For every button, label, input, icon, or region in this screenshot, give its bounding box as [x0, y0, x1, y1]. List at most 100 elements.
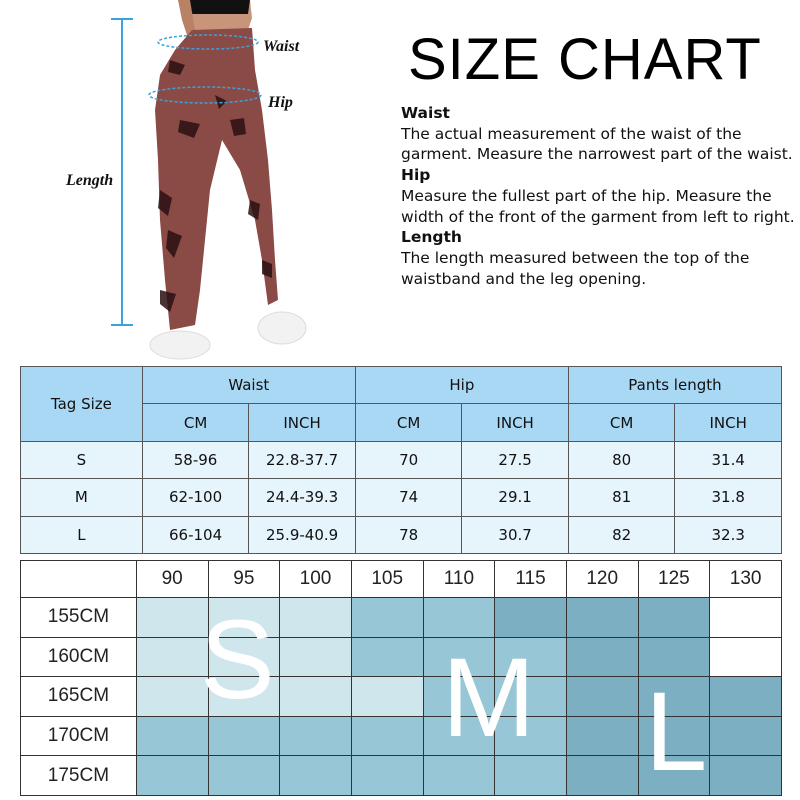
- height-label: 160CM: [20, 636, 137, 678]
- fit-cell: [350, 715, 424, 757]
- fit-cell: [637, 755, 711, 796]
- value-cell: 81: [567, 478, 676, 517]
- measurement-descriptions: Waist The actual measurement of the wais…: [401, 103, 796, 289]
- fit-cell: [494, 597, 567, 638]
- waist-heading: Waist: [401, 104, 450, 122]
- unit-header: INCH: [248, 403, 356, 442]
- product-photo: Waist Hip Length: [0, 0, 400, 360]
- height-label: 175CM: [20, 755, 137, 796]
- fit-cell: [422, 715, 496, 757]
- size-letter-l: L: [645, 669, 708, 794]
- fit-cell: [279, 597, 352, 638]
- hip-heading: Hip: [401, 166, 431, 185]
- value-cell: 80: [567, 440, 676, 480]
- fit-cell: [709, 676, 782, 717]
- waist-label: Waist: [263, 38, 300, 55]
- size-cell: L: [20, 515, 143, 555]
- value-cell: 31.4: [674, 440, 782, 480]
- length-description: The length measured between the top of t…: [401, 248, 750, 288]
- value-cell: 25.9-40.9: [248, 515, 356, 555]
- waist-group-header: Waist: [141, 365, 356, 405]
- height-row: 175CM: [20, 755, 782, 796]
- weight-column-header: 110: [422, 560, 496, 598]
- weight-column-header: 90: [135, 560, 209, 598]
- waist-description: The actual measurement of the waist of t…: [401, 124, 793, 164]
- fit-cell: [279, 755, 352, 796]
- corner-cell: [20, 560, 137, 598]
- height-label: 170CM: [20, 715, 137, 757]
- fit-cell: [709, 755, 782, 796]
- waist-measure-loop: [157, 34, 259, 50]
- fit-cell: [637, 636, 711, 678]
- size-letter-s: S: [200, 597, 275, 722]
- fit-cell: [637, 597, 711, 638]
- hip-description: Measure the fullest part of the hip. Mea…: [401, 186, 795, 226]
- fit-cell: [422, 676, 496, 717]
- weight-column-header: 95: [207, 560, 281, 598]
- weight-column-header: 100: [279, 560, 352, 598]
- fit-cell: [709, 715, 782, 757]
- value-cell: 31.8: [674, 478, 782, 517]
- fit-cell: [565, 636, 639, 678]
- fit-cell: [350, 755, 424, 796]
- weight-column-header: 105: [350, 560, 424, 598]
- size-cell: S: [20, 440, 143, 480]
- length-measure-line: [111, 18, 133, 326]
- length-label: Length: [66, 172, 114, 189]
- fit-cell: [279, 636, 352, 678]
- fit-cell: [207, 755, 281, 796]
- fit-cell: [135, 676, 209, 717]
- left-shoe: [149, 330, 211, 360]
- height-row: 165CM: [20, 676, 782, 717]
- fit-cell: [207, 715, 281, 757]
- table-row: L 66-104 25.9-40.9 78 30.7 82 32.3: [20, 515, 782, 555]
- hip-group-header: Hip: [354, 365, 569, 405]
- fit-cell: [350, 636, 424, 678]
- fit-cell: [135, 597, 209, 638]
- length-heading: Length: [401, 228, 462, 247]
- fit-cell: [350, 597, 424, 638]
- value-cell: 32.3: [674, 515, 782, 555]
- hip-measure-loop: [148, 86, 262, 104]
- fit-cell: [494, 715, 567, 757]
- height-label: 155CM: [20, 597, 137, 638]
- value-cell: 24.4-39.3: [248, 478, 356, 517]
- fit-cell: [565, 597, 639, 638]
- unit-header: CM: [567, 403, 676, 442]
- fit-cell: [350, 676, 424, 717]
- page-title: SIZE CHART: [408, 27, 762, 92]
- value-cell: 82: [567, 515, 676, 555]
- fit-cell: [422, 755, 496, 796]
- height-row: 170CM: [20, 715, 782, 757]
- value-cell: 29.1: [461, 478, 569, 517]
- fit-cell: [565, 715, 639, 757]
- hip-label: Hip: [268, 94, 293, 111]
- fit-cell: [709, 597, 782, 638]
- fit-cell: [422, 597, 496, 638]
- unit-header: INCH: [461, 403, 569, 442]
- value-cell: 70: [354, 440, 463, 480]
- weight-column-header: 115: [494, 560, 567, 598]
- fit-grid: 90 95 100 105 110 115 120 125 130 155CM 160CM 165CM…: [20, 560, 782, 796]
- value-cell: 58-96: [141, 440, 250, 480]
- fit-cell: [422, 636, 496, 678]
- fit-cell: [494, 755, 567, 796]
- fit-cell: [637, 676, 711, 717]
- unit-header: INCH: [674, 403, 782, 442]
- weight-column-header: 120: [565, 560, 639, 598]
- size-letter-m: M: [442, 635, 536, 760]
- value-cell: 27.5: [461, 440, 569, 480]
- length-group-header: Pants length: [567, 365, 783, 405]
- unit-header: CM: [354, 403, 463, 442]
- fit-cell: [135, 755, 209, 796]
- table-row: S 58-96 22.8-37.7 70 27.5 80 31.4: [20, 440, 782, 480]
- size-cell: M: [20, 478, 143, 517]
- fit-cell: [709, 636, 782, 678]
- fit-cell: [207, 597, 281, 638]
- fit-cell: [207, 676, 281, 717]
- height-row: 155CM: [20, 597, 782, 638]
- fit-cell: [135, 636, 209, 678]
- value-cell: 30.7: [461, 515, 569, 555]
- height-row: 160CM: [20, 636, 782, 678]
- fit-cell: [494, 676, 567, 717]
